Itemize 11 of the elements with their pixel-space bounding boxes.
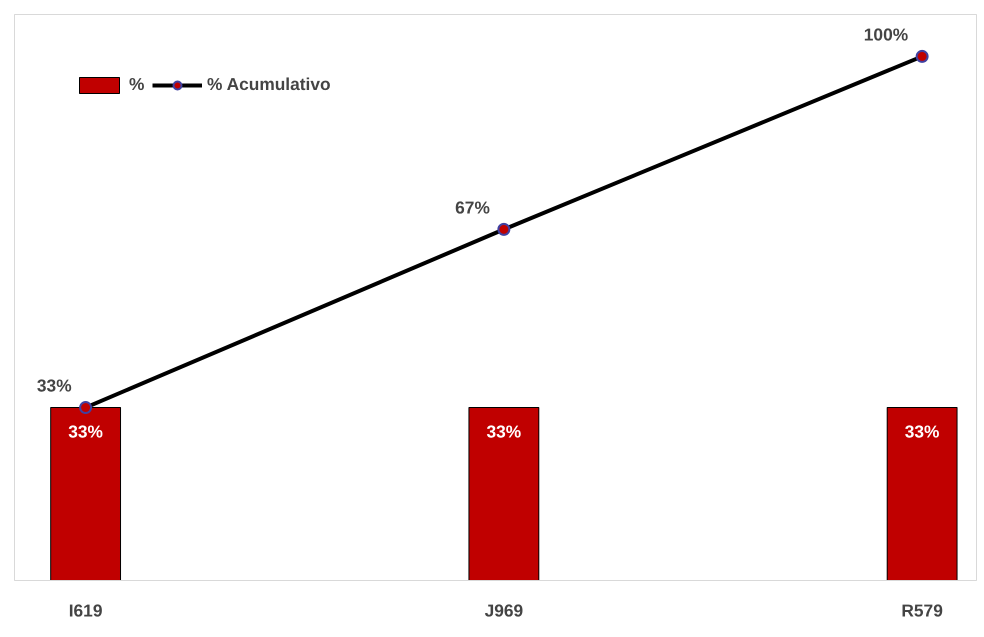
x-tick-label: J969 [484,600,524,620]
data-label: 100% [864,24,908,44]
data-label: 33% [486,422,522,442]
x-tick-label: R579 [901,600,943,620]
data-label: 67% [455,197,490,218]
legend-label: % Acumulativo [207,74,331,95]
legend-label: % [129,74,146,95]
data-label: 33% [36,376,72,396]
x-tick-label: I619 [68,600,102,620]
data-label: 33% [68,422,103,442]
data-label: 33% [904,422,940,442]
